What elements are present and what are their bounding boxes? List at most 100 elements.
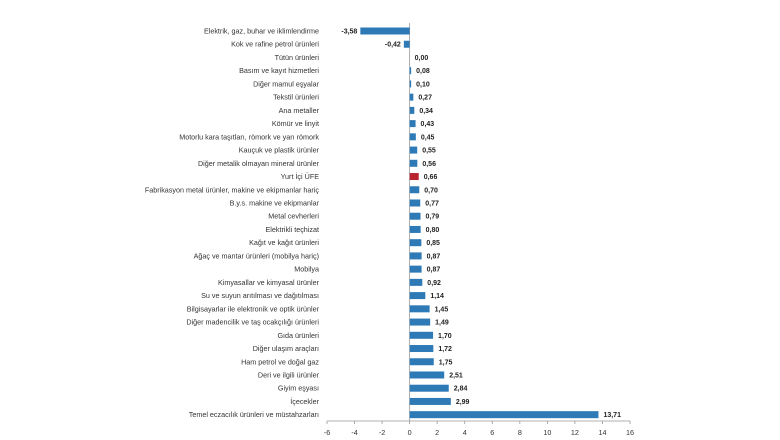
category-label: Bilgisayarlar ile elektronik ve optik ür… (187, 304, 320, 313)
bar (409, 278, 423, 286)
value-label: 2,84 (454, 386, 468, 393)
bar (409, 159, 418, 167)
bar (409, 397, 451, 405)
bar (409, 239, 422, 247)
value-label: 0,27 (418, 95, 432, 102)
category-label: Ham petrol ve doğal gaz (241, 357, 319, 366)
x-tick-label: 14 (598, 428, 606, 437)
bar (409, 199, 421, 207)
bar (409, 252, 422, 260)
value-label: -0,42 (385, 42, 401, 49)
category-label: Basım ve kayıt hizmetleri (239, 66, 319, 75)
value-label: 0,80 (426, 227, 440, 234)
value-label: 0,66 (424, 174, 438, 181)
value-label: 0,00 (415, 55, 429, 62)
x-tick-label: -6 (324, 428, 330, 437)
category-label: Tütün ürünleri (275, 53, 320, 62)
bar (409, 384, 449, 392)
x-tick-label: 16 (626, 428, 634, 437)
category-label: Gıda ürünleri (277, 331, 319, 340)
x-tick-label: 6 (490, 428, 494, 437)
x-tick-label: 2 (435, 428, 439, 437)
value-label: 0,87 (427, 267, 441, 274)
category-label: Kömür ve linyit (272, 119, 319, 128)
category-label: Kimyasallar ve kimyasal ürünler (218, 278, 320, 287)
value-label: 1,14 (430, 293, 444, 300)
category-label: Motorlu kara taşıtları, römork ve yarı r… (179, 132, 319, 141)
category-label: Mobilya (294, 265, 319, 274)
bar (409, 67, 412, 75)
category-label: Metal cevherleri (268, 212, 319, 221)
value-label: 1,45 (435, 306, 449, 313)
category-label: Diğer madencilik ve taş ocakçılığı ürünl… (186, 318, 319, 327)
bar (409, 318, 431, 326)
value-label: 0,43 (421, 121, 435, 128)
category-label: Yurt İçi ÜFE (281, 172, 320, 181)
highlight-bar (409, 173, 419, 181)
value-label: 0,85 (426, 240, 440, 247)
value-label: 1,75 (439, 359, 453, 366)
value-label: 1,49 (435, 320, 449, 327)
bar (409, 331, 434, 339)
bar (409, 212, 421, 220)
bar (409, 146, 418, 154)
category-label: Kauçuk ve plastik ürünler (239, 146, 320, 155)
category-label: Elektrik, gaz, buhar ve iklimlendirme (204, 27, 319, 36)
value-label: 0,92 (427, 280, 441, 287)
x-tick-label: -2 (379, 428, 385, 437)
category-label: Deri ve ilgili ürünler (258, 370, 320, 379)
category-label: Diğer metalik olmayan mineral ürünler (198, 159, 320, 168)
category-label: B.y.s. makine ve ekipmanlar (230, 198, 320, 207)
category-label: Tekstil ürünleri (273, 93, 319, 102)
bar (409, 225, 421, 233)
bar (409, 106, 415, 114)
value-label: 2,99 (456, 399, 470, 406)
bar (409, 120, 416, 128)
bar (409, 93, 414, 101)
category-label: Elektrikli teçhizat (265, 225, 319, 234)
bar (409, 265, 422, 273)
category-label: Diğer ulaşım araçları (253, 344, 319, 353)
bar (409, 305, 430, 313)
x-tick-label: 4 (463, 428, 467, 437)
value-label: 0,79 (426, 214, 440, 221)
bar (409, 80, 412, 88)
category-label: Su ve suyun arıtılması ve dağıtılması (201, 291, 319, 300)
value-label: 0,77 (425, 200, 439, 207)
category-label: Kağıt ve kağıt ürünleri (249, 238, 319, 247)
bar (409, 292, 426, 300)
value-label: 1,72 (438, 346, 452, 353)
bar (409, 186, 420, 194)
value-label: 0,70 (424, 187, 438, 194)
value-label: 13,71 (603, 412, 621, 419)
category-label: Ağaç ve mantar ürünleri (mobilya hariç) (194, 251, 319, 260)
value-label: 0,55 (422, 148, 436, 155)
value-label: 0,34 (419, 108, 433, 115)
category-label: Fabrikasyon metal ürünler, makine ve eki… (145, 185, 320, 194)
bar (409, 411, 599, 419)
x-tick-label: 10 (543, 428, 551, 437)
category-label: İçecekler (290, 397, 319, 406)
x-tick-label: 0 (408, 428, 412, 437)
value-label: 0,08 (416, 68, 430, 75)
value-label: 0,87 (427, 253, 441, 260)
category-label: Diğer mamul eşyalar (253, 79, 320, 88)
x-tick-label: -4 (351, 428, 357, 437)
bar (403, 40, 410, 48)
category-label: Kok ve rafine petrol ürünleri (231, 40, 319, 49)
bar (409, 358, 434, 366)
value-label: 0,56 (422, 161, 436, 168)
value-label: 0,10 (416, 81, 430, 88)
x-tick-label: 8 (518, 428, 522, 437)
bar (409, 133, 416, 141)
bar (409, 371, 445, 379)
bar (360, 27, 410, 35)
category-label: Giyim eşyası (278, 384, 319, 393)
category-label: Ana metaller (279, 106, 320, 115)
x-tick-label: 12 (571, 428, 579, 437)
value-label: 2,51 (449, 372, 463, 379)
value-label: 1,70 (438, 333, 452, 340)
value-label: -3,58 (341, 29, 357, 36)
